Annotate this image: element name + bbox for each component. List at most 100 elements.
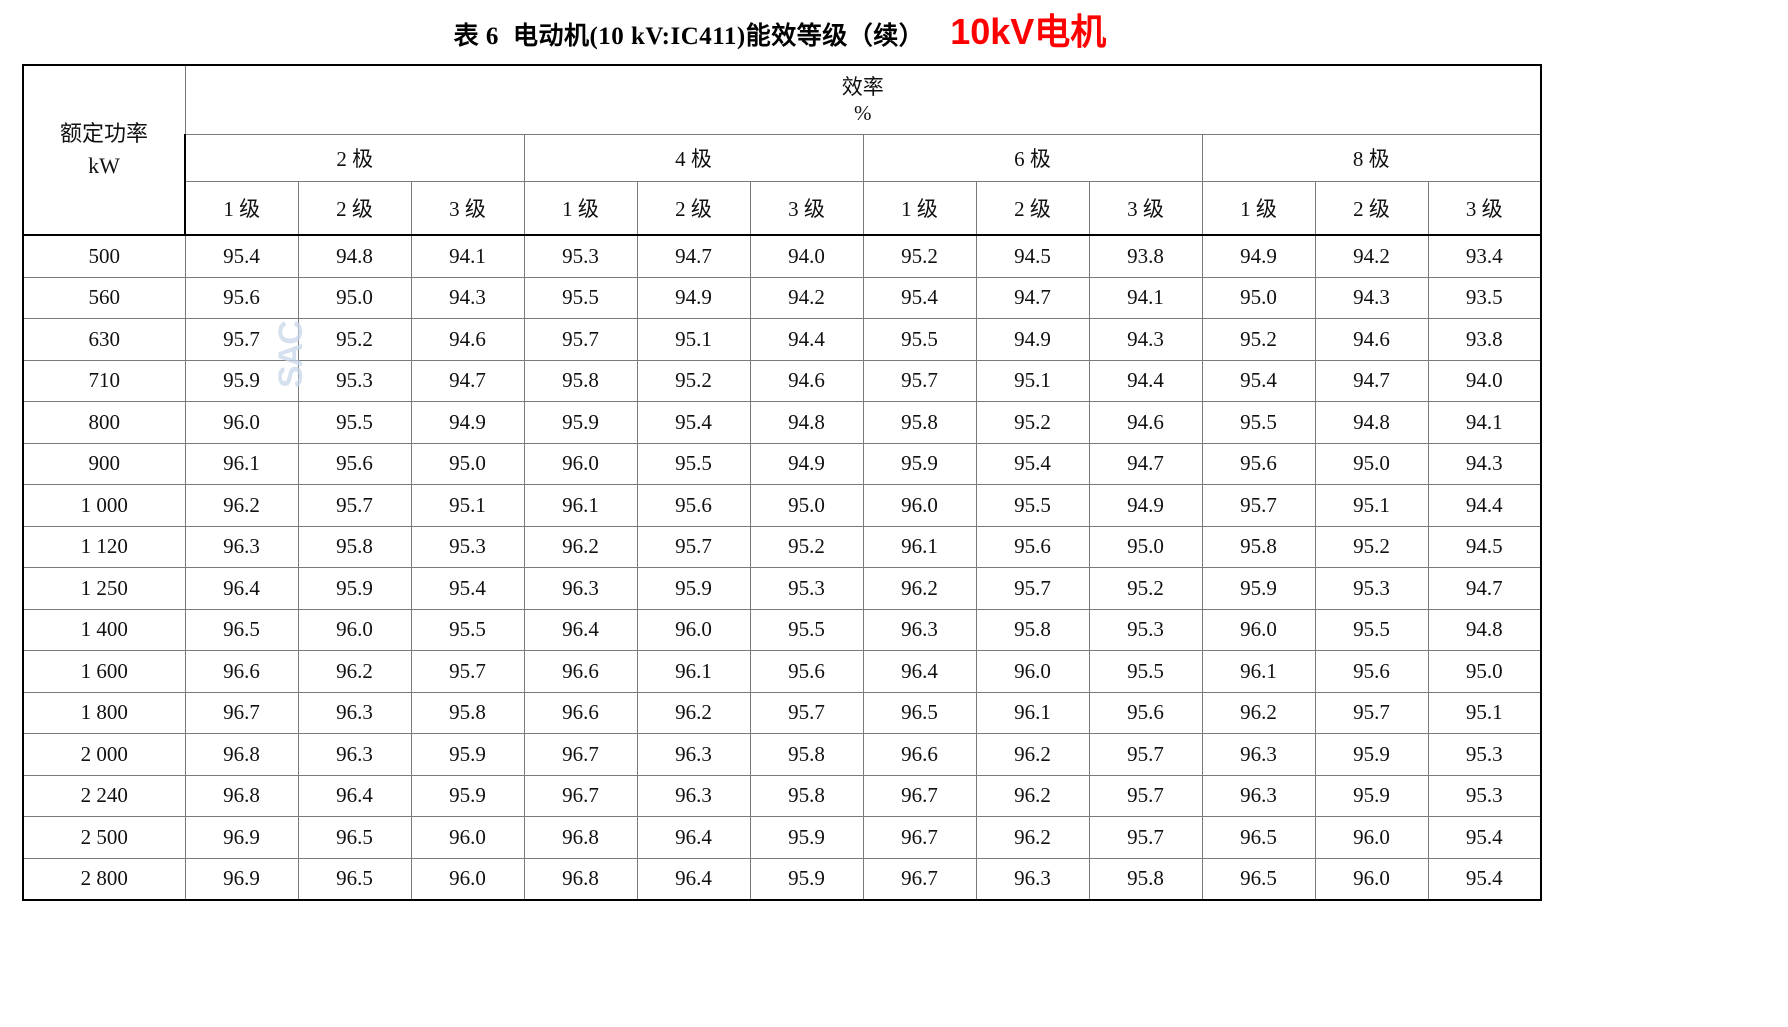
cell-efficiency: 96.2 — [975, 816, 1090, 859]
cell-efficiency: 96.0 — [1201, 608, 1316, 651]
cell-efficiency: 96.0 — [975, 650, 1090, 693]
table-body: 500 95.4 94.8 94.1 95.3 94.7 94.0 95.2 94.5 93.8 9… — [22, 234, 1542, 901]
cell-efficiency: 95.8 — [1201, 525, 1316, 568]
cell-efficiency: 96.3 — [975, 857, 1090, 901]
cell-efficiency: 94.9 — [1088, 484, 1203, 527]
cell-efficiency: 95.6 — [184, 276, 299, 319]
cell-efficiency: 95.7 — [749, 691, 864, 734]
cell-efficiency: 94.6 — [1314, 318, 1429, 361]
efficiency-table: 额定功率 kW 效率 % 2 极 4 极 6 极 8 极 1 — [22, 64, 1542, 901]
cell-efficiency: 95.4 — [410, 567, 525, 610]
efficiency-table-container: SAC 额定功率 kW 效率 — [22, 64, 1542, 901]
cell-efficiency: 95.9 — [1314, 774, 1429, 817]
table-row: 2 500 96.9 96.5 96.0 96.8 96.4 95.9 96.7 96.2 95.… — [22, 816, 1542, 859]
cell-efficiency: 94.1 — [1088, 276, 1203, 319]
cell-efficiency: 95.8 — [862, 401, 977, 444]
cell-efficiency: 94.9 — [636, 276, 751, 319]
table-head: 额定功率 kW 效率 % 2 极 4 极 6 极 8 极 1 — [22, 64, 1542, 236]
header-grade-8p-1: 1 级 — [1201, 181, 1316, 236]
caption-text: 表 6 电动机(10 kV:IC411)能效等级（续） — [454, 16, 925, 52]
cell-efficiency: 96.0 — [1314, 816, 1429, 859]
cell-efficiency: 96.5 — [862, 691, 977, 734]
cell-power: 2 500 — [22, 816, 186, 859]
table-row: 560 95.6 95.0 94.3 95.5 94.9 94.2 95.4 94.7 94.1 9… — [22, 276, 1542, 319]
cell-efficiency: 94.0 — [749, 234, 864, 278]
cell-efficiency: 96.3 — [523, 567, 638, 610]
cell-efficiency: 95.2 — [975, 401, 1090, 444]
cell-power: 1 400 — [22, 608, 186, 651]
cell-efficiency: 96.7 — [523, 733, 638, 776]
cell-efficiency: 94.9 — [410, 401, 525, 444]
cell-efficiency: 95.0 — [749, 484, 864, 527]
cell-efficiency: 95.4 — [862, 276, 977, 319]
header-grade-4p-1: 1 级 — [523, 181, 638, 236]
table-row: 1 120 96.3 95.8 95.3 96.2 95.7 95.2 96.1 95.6 95.… — [22, 525, 1542, 568]
cell-efficiency: 96.2 — [862, 567, 977, 610]
table-row: 1 600 96.6 96.2 95.7 96.6 96.1 95.6 96.4 96.0 95.… — [22, 650, 1542, 693]
cell-efficiency: 95.5 — [1314, 608, 1429, 651]
cell-efficiency: 95.8 — [1088, 857, 1203, 901]
cell-efficiency: 95.9 — [410, 733, 525, 776]
cell-efficiency: 95.7 — [636, 525, 751, 568]
cell-efficiency: 94.2 — [749, 276, 864, 319]
cell-efficiency: 95.7 — [1314, 691, 1429, 734]
table-row: 800 96.0 95.5 94.9 95.9 95.4 94.8 95.8 95.2 94.6 9… — [22, 401, 1542, 444]
cell-efficiency: 95.6 — [636, 484, 751, 527]
cell-efficiency: 96.1 — [523, 484, 638, 527]
cell-efficiency: 95.6 — [297, 442, 412, 485]
cell-efficiency: 96.2 — [297, 650, 412, 693]
header-grade-8p-3: 3 级 — [1427, 181, 1542, 236]
table-row: 1 000 96.2 95.7 95.1 96.1 95.6 95.0 96.0 95.5 94.… — [22, 484, 1542, 527]
cell-efficiency: 95.4 — [636, 401, 751, 444]
cell-efficiency: 94.0 — [1427, 359, 1542, 402]
header-row-poles: 2 极 4 极 6 极 8 极 — [23, 134, 1542, 182]
table-row: 500 95.4 94.8 94.1 95.3 94.7 94.0 95.2 94.5 93.8 9… — [22, 234, 1542, 278]
cell-efficiency: 96.3 — [636, 774, 751, 817]
cell-efficiency: 95.0 — [1427, 650, 1542, 693]
table-row: 1 400 96.5 96.0 95.5 96.4 96.0 95.5 96.3 95.8 95.… — [22, 608, 1542, 651]
cell-efficiency: 94.7 — [1314, 359, 1429, 402]
cell-efficiency: 95.4 — [184, 234, 299, 278]
cell-efficiency: 95.7 — [1088, 816, 1203, 859]
cell-efficiency: 96.2 — [184, 484, 299, 527]
table-row: 710 95.9 95.3 94.7 95.8 95.2 94.6 95.7 95.1 94.4 9… — [22, 359, 1542, 402]
table-row: 1 800 96.7 96.3 95.8 96.6 96.2 95.7 96.5 96.1 95.… — [22, 691, 1542, 734]
cell-efficiency: 95.5 — [749, 608, 864, 651]
caption-title: 电动机(10 kV:IC411)能效等级（续） — [512, 23, 925, 50]
cell-efficiency: 95.7 — [297, 484, 412, 527]
cell-power: 1 250 — [22, 567, 186, 610]
header-efficiency-label: 效率 — [841, 74, 884, 99]
cell-efficiency: 96.5 — [297, 857, 412, 901]
cell-efficiency: 96.5 — [1201, 816, 1316, 859]
table-number: 表 6 — [453, 23, 499, 50]
cell-efficiency: 96.0 — [410, 816, 525, 859]
cell-power: 710 — [22, 359, 186, 402]
cell-efficiency: 95.9 — [749, 857, 864, 901]
cell-efficiency: 95.5 — [410, 608, 525, 651]
cell-efficiency: 95.9 — [636, 567, 751, 610]
cell-efficiency: 94.7 — [975, 276, 1090, 319]
header-grade-6p-3: 3 级 — [1088, 181, 1203, 236]
cell-efficiency: 96.8 — [523, 857, 638, 901]
table-row: 1 250 96.4 95.9 95.4 96.3 95.9 95.3 96.2 95.7 95.… — [22, 567, 1542, 610]
cell-efficiency: 96.4 — [523, 608, 638, 651]
cell-efficiency: 96.0 — [636, 608, 751, 651]
header-grade-6p-1: 1 级 — [862, 181, 977, 236]
cell-efficiency: 96.4 — [862, 650, 977, 693]
cell-efficiency: 95.5 — [862, 318, 977, 361]
cell-efficiency: 93.8 — [1427, 318, 1542, 361]
cell-efficiency: 95.4 — [975, 442, 1090, 485]
cell-efficiency: 94.9 — [975, 318, 1090, 361]
cell-efficiency: 94.7 — [1088, 442, 1203, 485]
cell-efficiency: 96.5 — [184, 608, 299, 651]
cell-efficiency: 95.2 — [1201, 318, 1316, 361]
cell-efficiency: 96.7 — [184, 691, 299, 734]
cell-efficiency: 96.3 — [184, 525, 299, 568]
cell-efficiency: 95.5 — [523, 276, 638, 319]
cell-efficiency: 95.7 — [523, 318, 638, 361]
cell-efficiency: 94.3 — [1427, 442, 1542, 485]
cell-efficiency: 95.9 — [749, 816, 864, 859]
row-header-power: 额定功率 kW — [22, 64, 186, 236]
cell-power: 2 000 — [22, 733, 186, 776]
cell-efficiency: 95.8 — [749, 774, 864, 817]
